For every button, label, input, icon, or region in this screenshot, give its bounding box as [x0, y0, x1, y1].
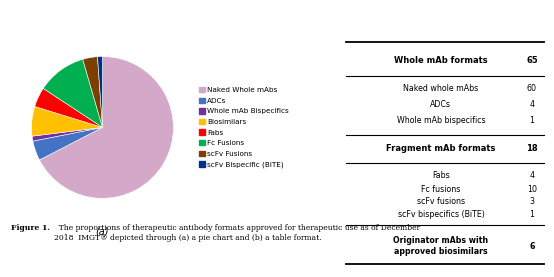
Text: 60: 60	[527, 84, 537, 93]
Text: scFv bispecifics (BiTE): scFv bispecifics (BiTE)	[398, 210, 484, 219]
Wedge shape	[83, 57, 102, 127]
Text: (a): (a)	[96, 227, 109, 237]
Text: scFv fusions: scFv fusions	[417, 198, 465, 206]
Text: ADCs: ADCs	[430, 100, 452, 109]
Text: Fabs: Fabs	[432, 171, 450, 180]
Wedge shape	[39, 57, 173, 198]
Text: 18: 18	[526, 144, 538, 153]
Text: 1: 1	[530, 116, 535, 125]
Text: Whole mAb formats: Whole mAb formats	[394, 56, 488, 65]
Text: 1: 1	[530, 210, 535, 219]
Wedge shape	[32, 127, 102, 141]
Text: Originator mAbs with
approved biosimilars: Originator mAbs with approved biosimilar…	[393, 237, 489, 256]
Text: 4: 4	[530, 171, 535, 180]
Wedge shape	[43, 59, 102, 127]
Text: 65: 65	[526, 56, 538, 65]
Text: Figure 1.: Figure 1.	[11, 224, 50, 232]
Text: Whole mAb bispecifics: Whole mAb bispecifics	[397, 116, 485, 125]
Text: 10: 10	[527, 185, 537, 194]
Wedge shape	[98, 57, 102, 127]
Text: Fragment mAb formats: Fragment mAb formats	[386, 144, 496, 153]
Text: 4: 4	[530, 100, 535, 109]
Legend: Naked Whole mAbs, ADCs, Whole mAb Bispecifics, Biosimilars, Fabs, Fc Fusions, sc: Naked Whole mAbs, ADCs, Whole mAb Bispec…	[196, 84, 292, 171]
Text: 3: 3	[530, 198, 535, 206]
Wedge shape	[33, 127, 102, 160]
Text: 6: 6	[529, 242, 535, 251]
Wedge shape	[35, 88, 102, 127]
Wedge shape	[32, 106, 102, 136]
Text: The proportions of therapeutic antibody formats approved for therapeutic use as : The proportions of therapeutic antibody …	[54, 224, 420, 242]
Text: Fc fusions: Fc fusions	[421, 185, 460, 194]
Text: Naked whole mAbs: Naked whole mAbs	[403, 84, 479, 93]
